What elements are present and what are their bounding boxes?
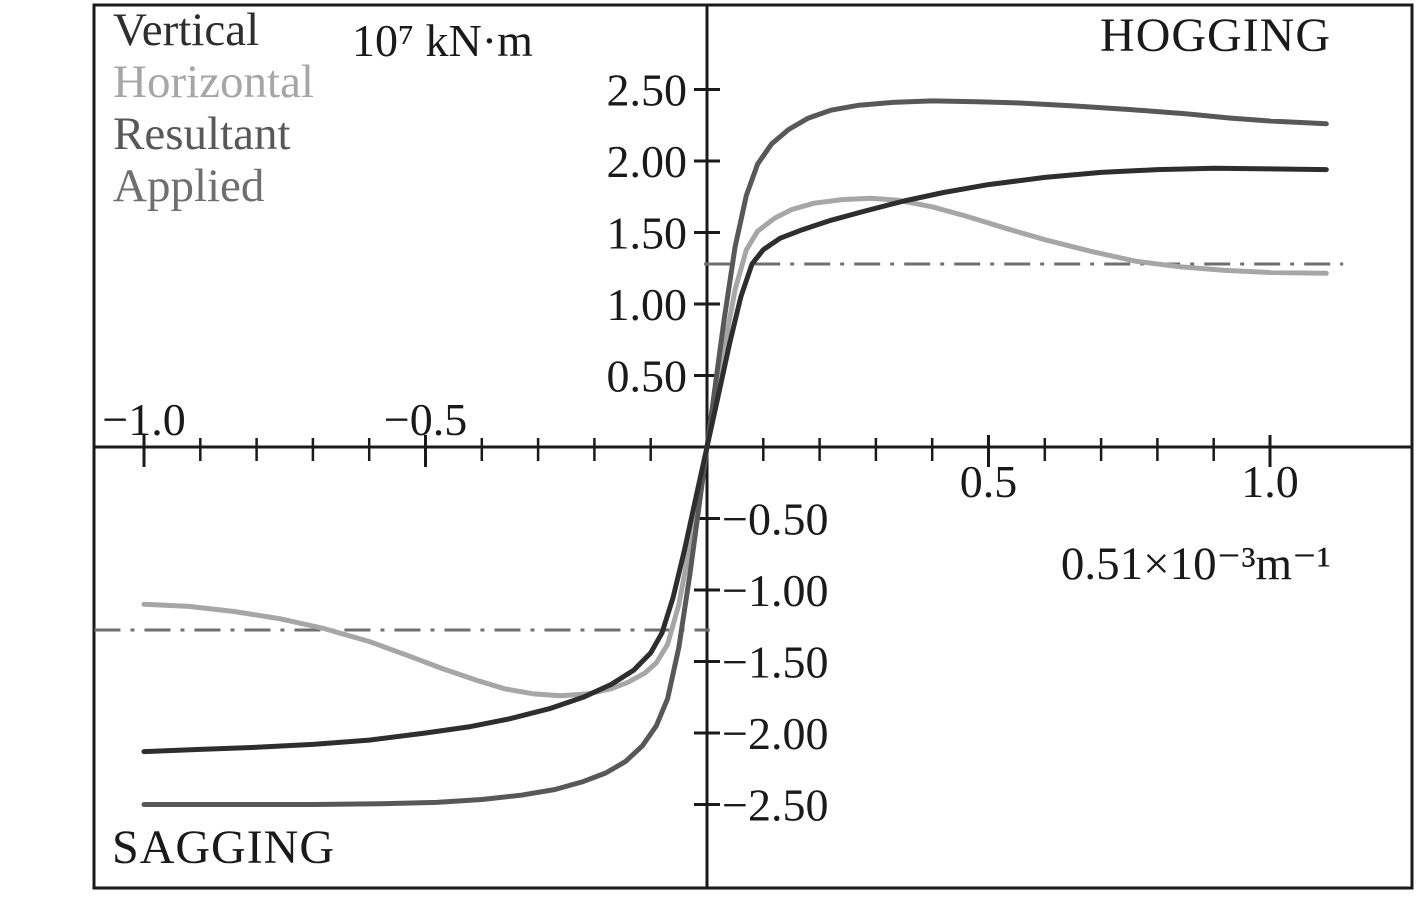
- legend-item-resultant: Resultant: [113, 108, 291, 160]
- x-tick-label: −0.5: [384, 394, 467, 445]
- y-tick-label: 1.50: [607, 208, 688, 259]
- y-tick-label: 2.00: [607, 136, 688, 187]
- x-tick-label: −1.0: [102, 394, 185, 445]
- legend-item-horizontal: Horizontal: [113, 56, 314, 108]
- y-tick-label: 0.50: [607, 351, 688, 402]
- y-axis-unit-label: 10⁷ kN·m: [352, 15, 533, 66]
- curve-vertical: [141, 165, 1329, 755]
- y-tick-label: 1.00: [607, 279, 688, 330]
- x-axis-unit-label: 0.51×10⁻³m⁻¹: [1060, 538, 1331, 590]
- y-tick-label: −0.50: [722, 494, 828, 545]
- hogging-label: HOGGING: [1100, 9, 1331, 62]
- curve-resultant: [141, 98, 1329, 807]
- x-tick-label: 0.5: [960, 456, 1018, 507]
- legend: Vertical Horizontal Resultant Applied: [113, 4, 314, 212]
- y-tick-label: −2.00: [722, 708, 828, 759]
- x-tick-label: 1.0: [1241, 456, 1299, 507]
- y-tick-label: 2.50: [607, 65, 688, 116]
- sagging-label: SAGGING: [112, 821, 335, 874]
- legend-item-vertical: Vertical: [113, 4, 260, 56]
- legend-item-applied: Applied: [113, 160, 265, 212]
- y-tick-label: −1.50: [722, 637, 828, 688]
- y-tick-label: −2.50: [722, 780, 828, 831]
- y-tick-label: −1.00: [722, 565, 828, 616]
